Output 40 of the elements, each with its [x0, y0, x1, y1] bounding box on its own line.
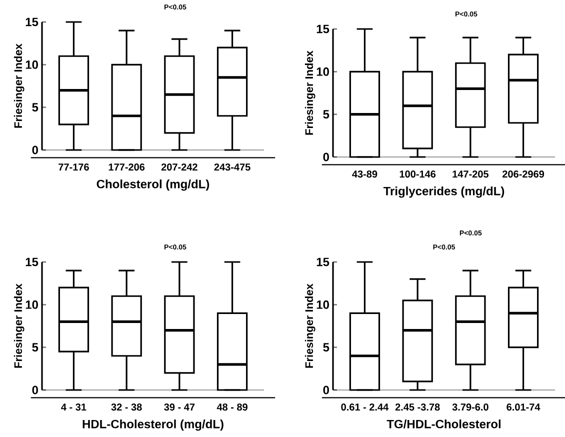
x-tick-label: 77-176 — [58, 164, 89, 171]
x-axis-title: Cholesterol (mg/dL) — [96, 180, 210, 191]
x-tick-label: 48 - 89 — [216, 404, 248, 411]
y-axis-title: Friesinger Index — [14, 44, 24, 128]
y-tick-label: 5 — [32, 343, 38, 352]
y-axis-title: Friesinger Index — [304, 284, 316, 368]
x-tick-label: 206-2969 — [502, 170, 544, 178]
x-tick-label: 207-242 — [161, 164, 198, 171]
y-tick-label: 0 — [323, 152, 329, 162]
x-tick-label: 39 - 47 — [164, 404, 195, 411]
y-tick-label: 10 — [26, 60, 38, 69]
x-tick-label: 177-206 — [108, 164, 145, 171]
y-tick-label: 15 — [316, 24, 330, 34]
y-tick-label: 0 — [32, 146, 38, 154]
y-tick-label: 5 — [32, 103, 38, 112]
x-tick-label: 3.79-6.0 — [452, 404, 488, 411]
y-tick-label: 15 — [26, 18, 38, 26]
x-tick-label: 2.45 -3.78 — [395, 404, 440, 411]
y-tick-label: 10 — [26, 300, 38, 309]
x-axis-title: Triglycerides (mg/dL) — [383, 186, 504, 198]
x-tick-label: 6.01-74 — [506, 404, 540, 411]
x-tick-label: 0.61 - 2.44 — [341, 404, 389, 411]
x-axis-title: TG/HDL-Cholesterol — [386, 420, 500, 428]
y-tick-label: 10 — [316, 67, 329, 76]
y-axis-title: Friesinger Index — [304, 50, 316, 135]
y-tick-label: 10 — [316, 300, 329, 309]
y-tick-label: 5 — [323, 343, 330, 352]
x-tick-label: 147-205 — [452, 170, 488, 178]
x-axis-title: HDL-Cholesterol (mg/dL) — [82, 420, 224, 431]
x-tick-label: 4 - 31 — [61, 404, 86, 411]
y-tick-label: 0 — [323, 386, 329, 394]
x-tick-label: 43-89 — [352, 170, 378, 178]
x-tick-label: 243-475 — [214, 164, 250, 171]
y-tick-label: 5 — [323, 110, 330, 119]
y-tick-label: 15 — [26, 258, 38, 266]
y-axis-title: Friesinger Index — [14, 284, 24, 368]
y-tick-label: 15 — [316, 258, 330, 266]
x-tick-label: 100-146 — [400, 170, 436, 178]
y-tick-label: 0 — [32, 386, 38, 394]
x-tick-label: 32 - 38 — [111, 404, 142, 411]
